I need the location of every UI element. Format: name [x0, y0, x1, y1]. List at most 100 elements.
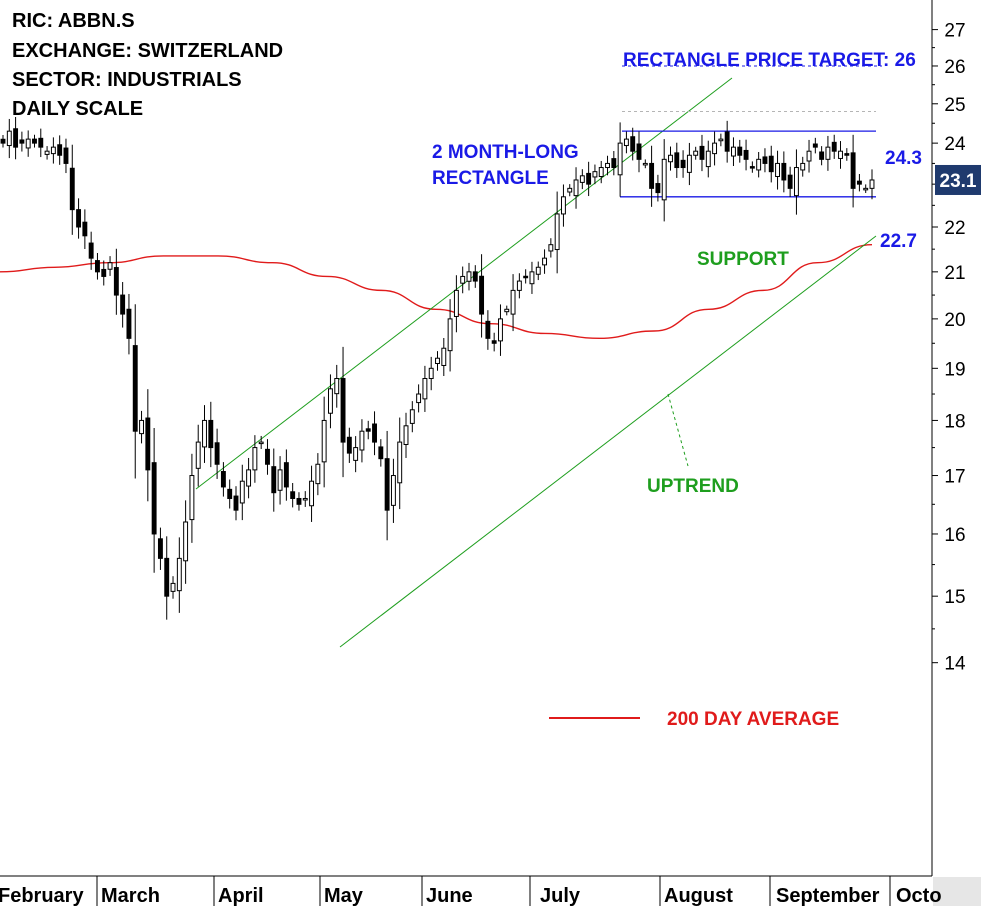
candle-body [793, 167, 799, 197]
uptrend-lower-line [339, 235, 877, 648]
candle-body [611, 158, 617, 169]
candle [164, 536, 170, 620]
candle [611, 151, 617, 176]
support-value-label: 22.7 [880, 231, 917, 252]
candle-body [768, 155, 774, 173]
candle [812, 137, 818, 154]
candle [731, 137, 736, 167]
candle-body [460, 275, 466, 284]
candle-body [869, 179, 875, 189]
x-axis-months: February March April May June July August Septe… [0, 876, 942, 906]
candle [504, 305, 510, 316]
candle-body [428, 367, 434, 380]
candle [781, 151, 787, 193]
candle-body [265, 448, 270, 465]
candle [19, 131, 25, 152]
candle [548, 238, 554, 258]
candle-body [271, 466, 277, 494]
candle-body [13, 128, 19, 148]
candle-body [227, 488, 233, 499]
candle [825, 135, 831, 171]
scale-label: DAILY SCALE [12, 98, 144, 120]
candle [69, 144, 75, 235]
candle-body [290, 491, 296, 499]
candle-body [636, 143, 642, 160]
candle [699, 134, 705, 172]
candle-body [208, 419, 214, 449]
candle [724, 120, 730, 163]
candle-body [655, 183, 661, 194]
candle-body [504, 308, 510, 313]
candle [309, 465, 315, 522]
candle [668, 146, 673, 171]
candle [283, 449, 289, 501]
candle-body [176, 557, 182, 592]
y-tick-label: 22 [944, 218, 965, 239]
candle-body [466, 271, 472, 282]
candle-body [737, 146, 743, 156]
candle-body [856, 180, 862, 185]
candle [321, 396, 327, 488]
candle-body [560, 196, 566, 215]
candle [586, 161, 592, 197]
candle-body [189, 475, 195, 521]
candle-body [0, 138, 6, 144]
candle [775, 150, 780, 190]
candle-body [731, 146, 736, 157]
candle [573, 167, 579, 209]
y-tick-label: 25 [944, 95, 965, 116]
candle-body [101, 268, 107, 277]
candle-body [416, 393, 422, 404]
candle-body [718, 138, 724, 142]
candle-body [825, 146, 831, 160]
candle [296, 492, 302, 511]
candle [542, 249, 548, 274]
y-tick-label: 16 [944, 525, 965, 546]
candle-body [220, 471, 226, 488]
candle-body [390, 475, 396, 506]
rectangle-annotation-line1: 2 MONTH-LONG [432, 142, 579, 163]
candle-body [630, 136, 636, 152]
candle [239, 464, 245, 521]
candle-body [334, 378, 340, 395]
candle [233, 486, 239, 521]
candle-body [743, 149, 749, 160]
candle [44, 146, 50, 160]
exchange-label: EXCHANGE: SWITZERLAND [12, 40, 284, 62]
candle [856, 173, 862, 192]
candle [95, 253, 100, 280]
candle-body [535, 266, 541, 275]
candle [120, 282, 126, 328]
candle [838, 141, 843, 169]
candle-body [844, 153, 850, 156]
candle-body [447, 318, 453, 352]
candle [82, 209, 88, 250]
month-label: July [540, 885, 581, 906]
candle [831, 134, 837, 159]
candle [145, 389, 151, 502]
candle-body [327, 388, 333, 414]
candle [787, 166, 793, 197]
candle [25, 130, 31, 157]
last-price-label: 23.1 [940, 171, 977, 192]
candle [214, 428, 220, 479]
candle [365, 420, 371, 440]
candle [592, 164, 598, 185]
candle [642, 159, 648, 169]
candle [529, 261, 535, 294]
candle-body [346, 436, 352, 454]
candle-body [113, 267, 119, 296]
candle [384, 430, 390, 541]
candle [693, 146, 699, 160]
candle [661, 139, 667, 222]
candle-body [863, 187, 869, 191]
candle-body [686, 154, 692, 173]
candle-body [19, 139, 25, 144]
candle-body [365, 428, 371, 432]
target-annotation: RECTANGLE PRICE TARGET: 26 [623, 50, 916, 71]
candle [523, 269, 529, 284]
candle [762, 148, 768, 173]
candle-body [164, 557, 170, 597]
candle-body [202, 419, 207, 448]
